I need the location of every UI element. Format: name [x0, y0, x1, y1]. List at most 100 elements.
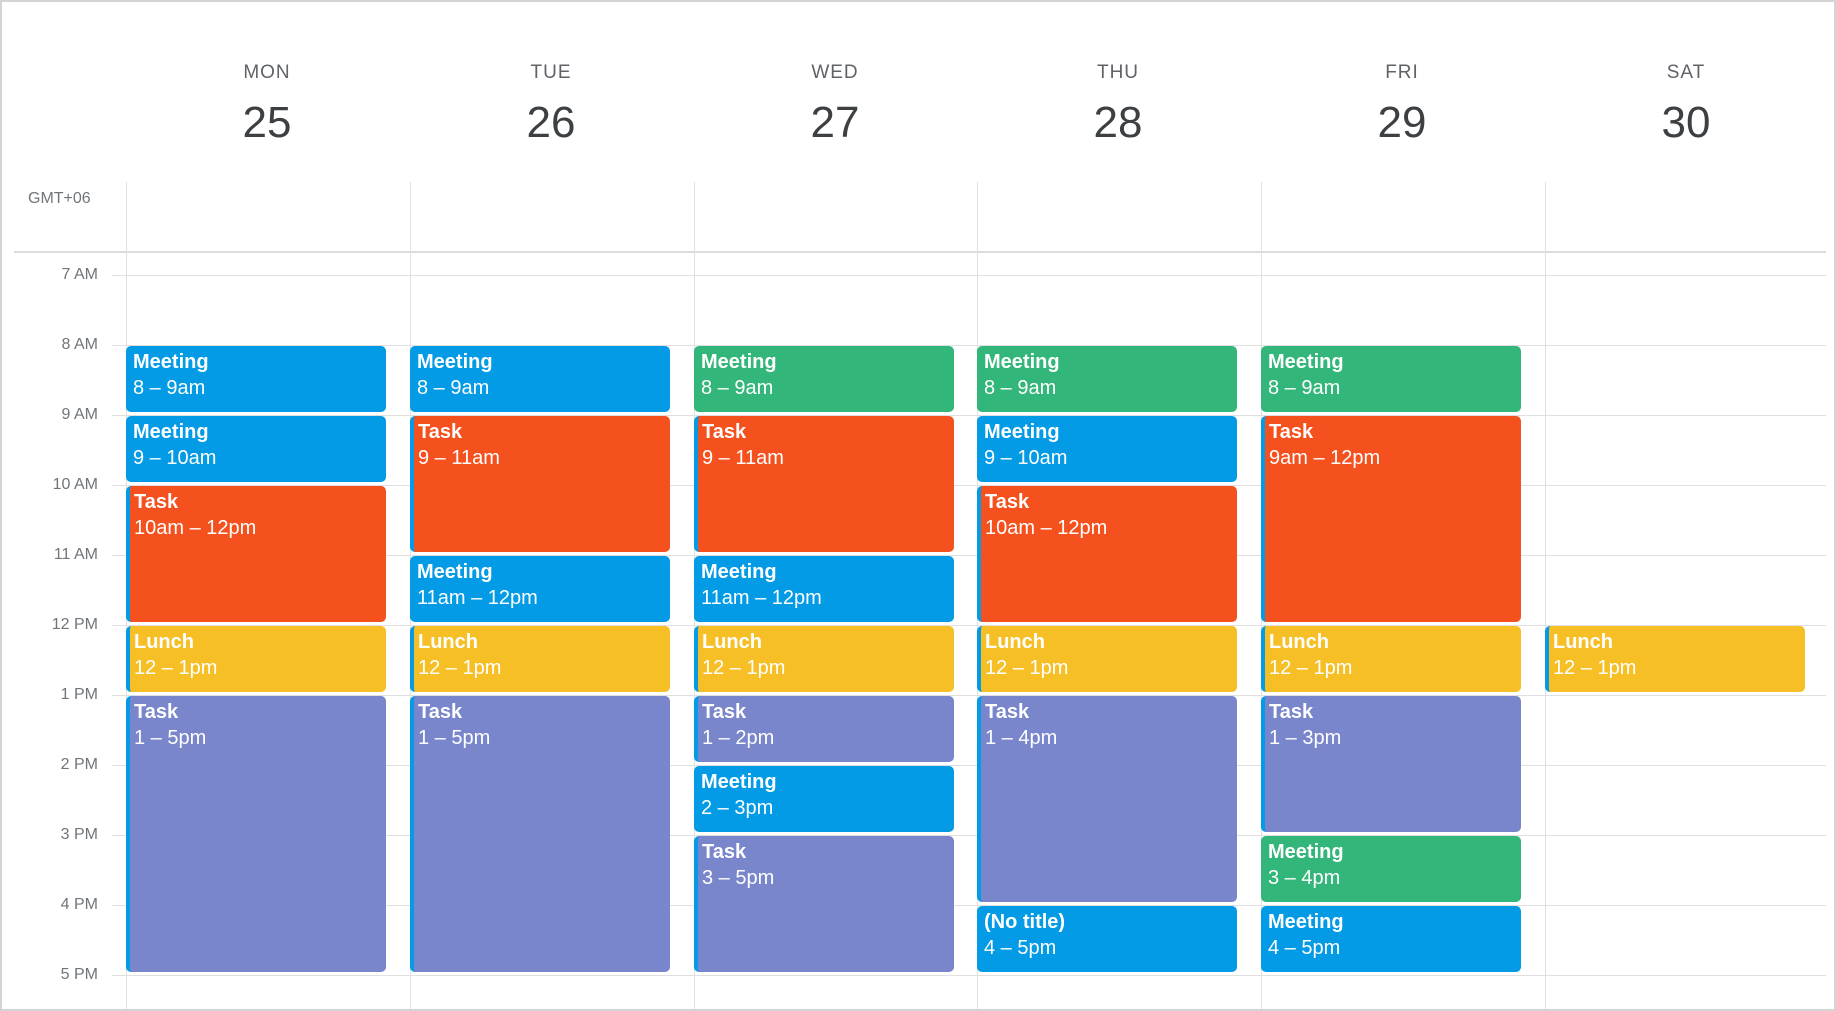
event-task[interactable]: Task 10am – 12pm — [126, 486, 386, 622]
event-meeting[interactable]: Meeting 8 – 9am — [1261, 346, 1521, 412]
event-time: 2 – 3pm — [701, 797, 774, 819]
event-meeting[interactable]: Meeting 2 – 3pm — [694, 766, 954, 832]
day-header-sat[interactable]: SAT 30 — [1545, 62, 1827, 148]
day-date[interactable]: 30 — [1661, 98, 1711, 147]
event-meeting[interactable]: Meeting 11am – 12pm — [410, 556, 670, 622]
event-time: 1 – 2pm — [702, 727, 775, 749]
event-title: Task — [702, 841, 747, 863]
event-title: Lunch — [1269, 631, 1329, 653]
event-time: 1 – 4pm — [985, 727, 1058, 749]
event-time: 12 – 1pm — [985, 657, 1069, 679]
event-task[interactable]: Task 9 – 11am — [694, 416, 954, 552]
day-name: SAT — [1666, 62, 1706, 83]
event-time: 9am – 12pm — [1269, 447, 1381, 469]
event-lunch[interactable]: Lunch 12 – 1pm — [977, 626, 1237, 692]
event-task[interactable]: Task 1 – 5pm — [126, 696, 386, 972]
hour-label: 10 AM — [52, 476, 98, 493]
hour-gridline — [112, 485, 1826, 486]
day-date[interactable]: 26 — [526, 98, 576, 147]
event-title: Meeting — [133, 351, 209, 373]
hour-gridline — [112, 275, 1826, 276]
day-name: MON — [243, 62, 291, 83]
event-title: Task — [418, 421, 463, 443]
event-lunch[interactable]: Lunch 12 – 1pm — [1261, 626, 1521, 692]
hour-label: 12 PM — [51, 616, 98, 633]
all-day-separator — [14, 251, 1826, 253]
event-meeting[interactable]: Meeting 9 – 10am — [977, 416, 1237, 482]
day-header-fri[interactable]: FRI 29 — [1261, 62, 1543, 148]
event-title: Meeting — [701, 561, 777, 583]
event-meeting[interactable]: Meeting 8 – 9am — [410, 346, 670, 412]
hour-label: 9 AM — [61, 406, 98, 423]
event-task[interactable]: Task 1 – 4pm — [977, 696, 1237, 902]
day-header-thu[interactable]: THU 28 — [977, 62, 1259, 148]
event-title: Task — [418, 701, 463, 723]
event-task[interactable]: Task 1 – 5pm — [410, 696, 670, 972]
event-title: Meeting — [984, 421, 1060, 443]
event-time: 10am – 12pm — [985, 517, 1108, 539]
event-time: 8 – 9am — [417, 377, 490, 399]
event-meeting[interactable]: Meeting 8 – 9am — [694, 346, 954, 412]
event-time: 12 – 1pm — [418, 657, 502, 679]
event-meeting[interactable]: Meeting 11am – 12pm — [694, 556, 954, 622]
event-title: Task — [134, 491, 179, 513]
day-date[interactable]: 27 — [810, 98, 860, 147]
day-date[interactable]: 28 — [1093, 98, 1143, 147]
event-time: 4 – 5pm — [984, 937, 1057, 959]
event-task[interactable]: Task 9 – 11am — [410, 416, 670, 552]
event-lunch[interactable]: Lunch 12 – 1pm — [694, 626, 954, 692]
event-task[interactable]: Task 3 – 5pm — [694, 836, 954, 972]
event-title: Lunch — [702, 631, 762, 653]
hour-label: 4 PM — [60, 896, 98, 913]
event-title: Task — [702, 421, 747, 443]
event-time: 12 – 1pm — [1553, 657, 1637, 679]
hour-gridline — [112, 695, 1826, 696]
event-time: 1 – 5pm — [418, 727, 491, 749]
event-time: 9 – 11am — [702, 447, 784, 469]
hour-label: 3 PM — [60, 826, 98, 843]
event-time: 12 – 1pm — [702, 657, 786, 679]
event-lunch[interactable]: Lunch 12 – 1pm — [126, 626, 386, 692]
event-meeting[interactable]: Meeting 4 – 5pm — [1261, 906, 1521, 972]
event-task[interactable]: Task 9am – 12pm — [1261, 416, 1521, 622]
day-name: FRI — [1385, 62, 1419, 83]
day-header-tue[interactable]: TUE 26 — [410, 62, 692, 148]
event-task[interactable]: Task 1 – 2pm — [694, 696, 954, 762]
hour-gridline — [112, 975, 1826, 976]
hour-gridline — [112, 905, 1826, 906]
day-name: TUE — [530, 62, 572, 83]
event-title: Meeting — [1268, 911, 1344, 933]
hour-label: 7 AM — [61, 266, 98, 283]
event-meeting[interactable]: Meeting 3 – 4pm — [1261, 836, 1521, 902]
event-title: Meeting — [1268, 841, 1344, 863]
day-header-wed[interactable]: WED 27 — [694, 62, 976, 148]
event-meeting[interactable]: Meeting 8 – 9am — [977, 346, 1237, 412]
event-meeting[interactable]: Meeting 8 – 9am — [126, 346, 386, 412]
event-title: Lunch — [418, 631, 478, 653]
hour-gridline — [112, 625, 1826, 626]
event-task[interactable]: Task 1 – 3pm — [1261, 696, 1521, 832]
event-task[interactable]: Task 10am – 12pm — [977, 486, 1237, 622]
day-date[interactable]: 25 — [242, 98, 292, 147]
event-lunch[interactable]: Lunch 12 – 1pm — [1545, 626, 1805, 692]
event-time: 8 – 9am — [984, 377, 1057, 399]
event-title: Meeting — [1268, 351, 1344, 373]
hour-label: 1 PM — [60, 686, 98, 703]
event-title: Meeting — [417, 561, 493, 583]
event-no-title[interactable]: (No title) 4 – 5pm — [977, 906, 1237, 972]
hour-label: 5 PM — [60, 966, 98, 983]
hour-gridline — [112, 555, 1826, 556]
event-time: 3 – 5pm — [702, 867, 775, 889]
event-title: Task — [1269, 421, 1314, 443]
day-date[interactable]: 29 — [1377, 98, 1427, 147]
event-time: 4 – 5pm — [1268, 937, 1341, 959]
hour-gridline — [112, 415, 1826, 416]
event-time: 12 – 1pm — [134, 657, 218, 679]
event-title: Task — [1269, 701, 1314, 723]
event-title: Lunch — [1553, 631, 1613, 653]
day-header-mon[interactable]: MON 25 — [126, 62, 408, 148]
event-meeting[interactable]: Meeting 9 – 10am — [126, 416, 386, 482]
day-name: THU — [1096, 62, 1140, 83]
event-lunch[interactable]: Lunch 12 – 1pm — [410, 626, 670, 692]
